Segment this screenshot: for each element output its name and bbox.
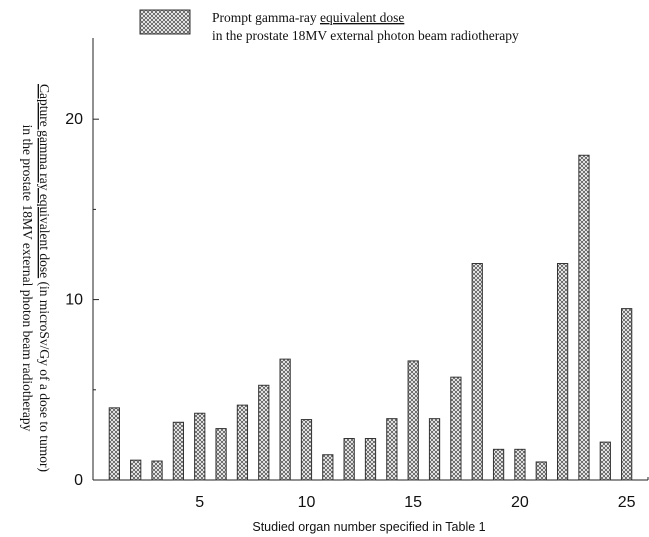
bar-organ-16 — [428, 418, 441, 481]
bar-organ-23 — [578, 154, 590, 481]
bar-organ-5 — [194, 412, 206, 481]
bar-organ-10 — [300, 419, 313, 481]
bars — [108, 154, 633, 481]
bar-organ-7 — [236, 404, 249, 481]
legend-line-1-prefix: Prompt gamma-ray — [212, 10, 320, 25]
legend-line-1-underlined: equivalent dose — [320, 10, 404, 25]
y-axis-title: Capture gamma ray equivalent dose (in mi… — [20, 84, 52, 472]
bar-organ-8 — [258, 384, 270, 481]
bar-organ-18 — [471, 263, 483, 481]
bar-organ-13 — [364, 438, 377, 481]
legend-line-1: Prompt gamma-ray equivalent dose — [212, 10, 404, 25]
legend-line-2: in the prostate 18MV external photon bea… — [212, 28, 519, 43]
bar-organ-9 — [279, 358, 291, 481]
bar-organ-6 — [215, 428, 227, 481]
bar-organ-25 — [621, 308, 633, 481]
bar-organ-2 — [130, 459, 142, 481]
bar-organ-1 — [108, 407, 120, 481]
x-tick-label: 10 — [298, 494, 316, 511]
bar-organ-21 — [535, 461, 547, 481]
bar-organ-17 — [450, 376, 462, 481]
x-tick-label: 5 — [195, 494, 204, 511]
bar-organ-3 — [151, 460, 163, 481]
x-tick-label: 15 — [404, 494, 422, 511]
bar-organ-14 — [386, 418, 398, 481]
bar-organ-20 — [514, 448, 526, 481]
bar-organ-12 — [343, 438, 355, 481]
y-axis-title-line-2: in the prostate 18MV external photon bea… — [20, 125, 35, 432]
y-tick-label: 0 — [74, 472, 83, 489]
y-axis-title-line-1: Capture gamma ray equivalent dose (in mi… — [37, 84, 52, 472]
y-tick-label: 10 — [65, 292, 83, 309]
bar-organ-22 — [556, 263, 569, 481]
bar-organ-19 — [492, 448, 505, 481]
y-axis-title-underlined: Capture gamma ray equivalent dose — [37, 84, 52, 278]
legend-swatch — [139, 9, 191, 35]
bar-organ-11 — [322, 454, 334, 481]
x-tick-label: 20 — [511, 494, 529, 511]
y-axis-title-rest: (in microSv/Gy of a dose to tumor) — [37, 278, 52, 472]
bar-organ-15 — [407, 360, 419, 481]
x-axis-title: Studied organ number specified in Table … — [252, 520, 485, 534]
bar-organ-24 — [599, 441, 611, 481]
legend: Prompt gamma-ray equivalent dose in the … — [139, 9, 519, 43]
bar-organ-4 — [172, 421, 185, 481]
x-tick-label: 25 — [618, 494, 636, 511]
y-tick-label: 20 — [65, 111, 83, 128]
